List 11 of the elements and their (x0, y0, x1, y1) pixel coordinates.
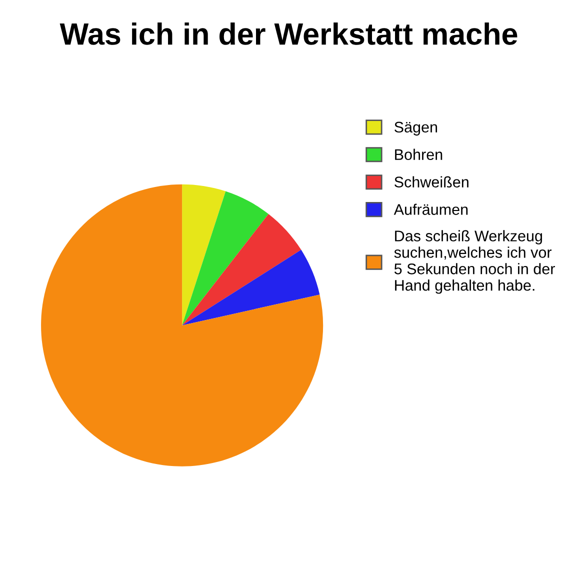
pie-slice (182, 184, 226, 326)
legend-label: Sägen (394, 122, 438, 136)
chart-title: Was ich in der Werkstatt mache (60, 22, 518, 45)
legend-label: Aufräumen (394, 204, 468, 215)
pie-slice (41, 184, 324, 466)
legend-label: Schweißen (394, 176, 468, 188)
legend-label: Das scheiß Werkzeug suchen,welches ich vor 5 Sekunden noch in der Hand gehalten habe. (394, 230, 555, 294)
pie-slice (182, 214, 302, 326)
legend-label: Bohren (395, 148, 442, 160)
pie-slice (182, 250, 320, 326)
pie-slice (182, 191, 269, 326)
